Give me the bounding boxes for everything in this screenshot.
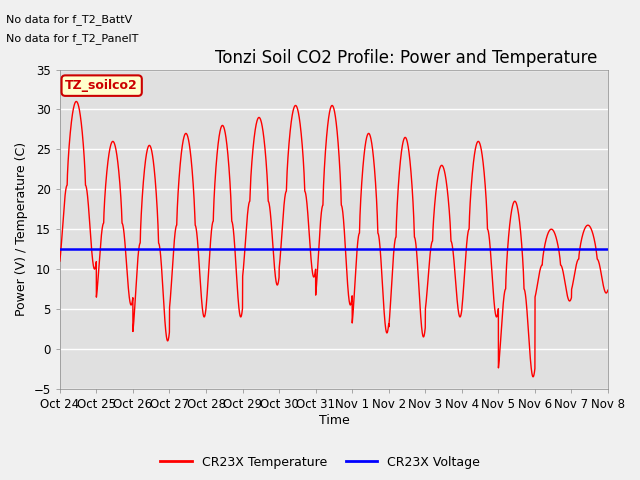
X-axis label: Time: Time xyxy=(319,414,349,427)
Y-axis label: Power (V) / Temperature (C): Power (V) / Temperature (C) xyxy=(15,142,28,316)
Text: Tonzi Soil CO2 Profile: Power and Temperature: Tonzi Soil CO2 Profile: Power and Temper… xyxy=(214,48,597,67)
Text: No data for f_T2_PanelT: No data for f_T2_PanelT xyxy=(6,33,139,44)
Legend: CR23X Temperature, CR23X Voltage: CR23X Temperature, CR23X Voltage xyxy=(156,451,484,474)
Text: TZ_soilco2: TZ_soilco2 xyxy=(65,79,138,92)
Text: No data for f_T2_BattV: No data for f_T2_BattV xyxy=(6,13,132,24)
